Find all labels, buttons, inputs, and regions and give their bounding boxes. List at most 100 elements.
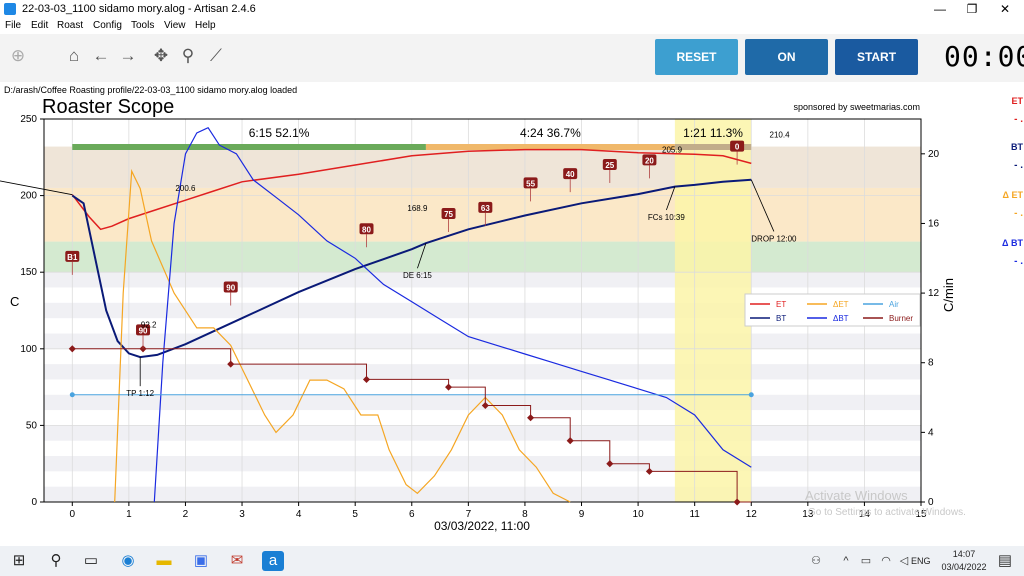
people-icon[interactable]: ⚇: [811, 555, 821, 567]
maximize-icon[interactable]: ❐: [966, 2, 978, 16]
plot-frame: [43, 118, 922, 503]
x-tick-label: 1: [126, 509, 132, 520]
series-delta-bt: [153, 126, 752, 503]
edge-icon[interactable]: ◉: [121, 552, 135, 569]
reset-button[interactable]: RESET: [655, 39, 738, 75]
phase-bar: [72, 144, 426, 150]
side-legend-bt: BT: [1011, 142, 1023, 152]
grid-stripe: [44, 456, 921, 472]
menu-help[interactable]: Help: [195, 20, 216, 31]
y2-axis-label: C/min: [941, 278, 956, 312]
on-button[interactable]: ON: [745, 39, 828, 75]
side-legend-delta-et: Δ ET: [1002, 190, 1023, 200]
add-icon[interactable]: ⊕: [10, 46, 26, 65]
activation-watermark: Activate Windows: [805, 488, 908, 503]
event-flag: [478, 201, 493, 213]
side-legend-et-value: - .: [1014, 114, 1023, 125]
menu-roast[interactable]: Roast: [57, 20, 84, 31]
y-tick-label: 250: [20, 114, 37, 125]
x-tick-label: 11: [689, 509, 700, 520]
x-tick-label: 15: [915, 509, 927, 520]
event-flag-label: 90: [226, 284, 235, 293]
back-arrow-icon[interactable]: ←: [92, 46, 110, 65]
event-value: 92.2: [141, 320, 157, 329]
legend-label: BT: [776, 314, 786, 323]
forward-arrow-icon[interactable]: →: [119, 46, 137, 65]
close-icon[interactable]: ✕: [999, 2, 1011, 16]
windows-start-icon[interactable]: ⊞: [12, 552, 26, 569]
app-icon: [4, 3, 16, 15]
burner-point: [445, 383, 453, 391]
x-axis-label: 03/03/2022, 11:00: [434, 519, 530, 533]
task-view-icon[interactable]: ▭: [83, 552, 99, 569]
window-title: 22-03-03_1100 sidamo mory.alog - Artisan…: [22, 3, 256, 15]
burner-point: [481, 401, 489, 410]
event-flag-label: 20: [645, 156, 654, 165]
x-tick-label: 8: [522, 509, 528, 520]
file-explorer-icon[interactable]: ▬: [156, 552, 172, 569]
grid-stripe: [44, 364, 921, 380]
series-delta-et: [114, 168, 571, 503]
phase-label: 6:15 52.1%: [249, 126, 310, 140]
notifications-icon[interactable]: ▤: [997, 552, 1013, 569]
legend-label: ET: [776, 300, 786, 309]
roast-chart[interactable]: 6:15 52.1% 4:24 36.7% 1:21 11.3%0 1 2 3 4 5 6 7 8 9…: [0, 94, 975, 540]
event-flag-label: 75: [444, 210, 453, 219]
development-zone: [674, 119, 752, 502]
menu-file[interactable]: File: [5, 20, 22, 31]
volume-icon[interactable]: ◁: [899, 555, 909, 567]
temperature-band: [44, 187, 921, 242]
grid-stripe: [44, 272, 921, 288]
taskbar-clock[interactable]: 14:07: [952, 549, 976, 559]
language-indicator[interactable]: ENG: [911, 556, 931, 566]
y-tick-label: 50: [26, 420, 38, 431]
event-flag-label: 0: [735, 143, 740, 152]
legend-box: [744, 293, 921, 327]
mail-icon[interactable]: ✉: [230, 552, 244, 569]
menu-bar: File Edit Roast Config Tools View Help: [0, 18, 1024, 34]
battery-icon[interactable]: ▭: [860, 555, 872, 567]
temperature-band: [44, 241, 921, 273]
event-flag: [223, 281, 238, 293]
burner-point: [362, 375, 371, 383]
pan-icon[interactable]: ✥: [153, 46, 169, 65]
y2-tick-label: 20: [928, 149, 940, 160]
x-tick-label: 3: [239, 509, 245, 520]
grid-stripe: [44, 425, 921, 441]
chart-line-icon[interactable]: ⟋: [210, 46, 222, 65]
burner-point: [566, 437, 574, 445]
event-leader: [417, 243, 427, 269]
event-flag: [523, 177, 538, 189]
home-icon[interactable]: ⌂: [68, 46, 80, 65]
menu-tools[interactable]: Tools: [131, 20, 155, 31]
x-tick-label: 6: [409, 509, 415, 520]
zoom-icon[interactable]: ⚲: [181, 46, 195, 65]
y2-tick-label: 8: [928, 358, 934, 369]
search-icon[interactable]: ⚲: [50, 552, 62, 569]
event-leader: [0, 180, 73, 196]
wifi-icon[interactable]: ◠: [881, 555, 891, 567]
artisan-taskbar-icon[interactable]: a: [262, 551, 284, 571]
grid-stripe: [44, 394, 921, 411]
grid-stripe: [44, 486, 921, 502]
event-flag: [642, 154, 657, 166]
menu-edit[interactable]: Edit: [31, 20, 49, 31]
x-tick-label: 5: [352, 509, 358, 520]
roast-timer: 00:00: [944, 40, 1024, 73]
event-value: 168.9: [407, 204, 428, 213]
menu-view[interactable]: View: [164, 20, 186, 31]
phase-label: 4:24 36.7%: [520, 126, 581, 140]
x-tick-label: 4: [296, 509, 302, 520]
menu-config[interactable]: Config: [93, 20, 122, 31]
start-button[interactable]: START: [835, 39, 918, 75]
chart-sponsor: sponsored by sweetmarias.com: [793, 102, 920, 112]
chart-title: Roaster Scope: [42, 96, 174, 118]
legend-label: Burner: [889, 314, 913, 323]
phase-label: 1:21 11.3%: [683, 126, 743, 140]
event-flag-label: 40: [566, 170, 575, 179]
minimize-icon[interactable]: —: [934, 2, 946, 16]
tray-chevron-icon[interactable]: ^: [843, 555, 849, 567]
y-tick-label: 0: [31, 497, 37, 508]
event-flag: [730, 140, 745, 152]
store-icon[interactable]: ▣: [193, 552, 209, 569]
